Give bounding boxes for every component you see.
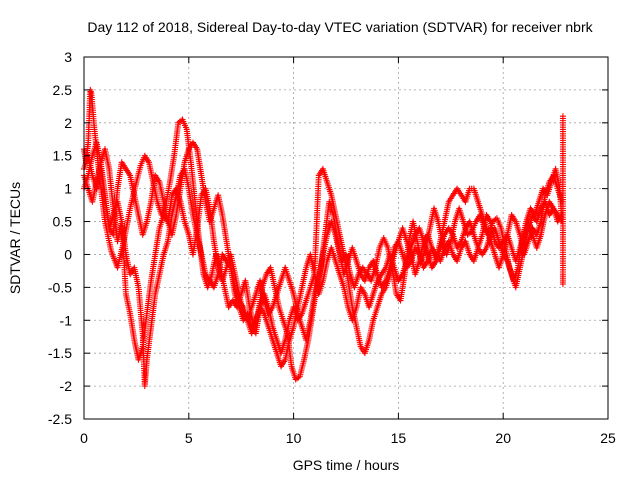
series-track-4 [81,146,565,390]
x-tick-label: 5 [185,430,193,446]
x-tick-label: 20 [495,430,511,446]
plot-frame [83,56,609,420]
y-axis-ticks: -2.5 -2 -1.5 -1 -0.5 0 0.5 1 1.5 2 2.5 3 [48,49,608,427]
y-tick-label: 2.5 [53,82,73,98]
x-axis-ticks: 0 5 10 15 20 25 [80,57,616,446]
series-end-spike [559,113,566,288]
y-tick-label: -2.5 [48,411,72,427]
y-tick-label: -1.5 [48,345,72,361]
x-tick-label: 10 [286,430,302,446]
data-points [81,86,566,390]
y-tick-label: 2 [64,115,72,131]
x-tick-label: 0 [80,430,88,446]
y-tick-label: 1 [64,181,72,197]
x-axis-label: GPS time / hours [293,457,400,473]
x-tick-label: 25 [600,430,616,446]
chart-title: Day 112 of 2018, Sidereal Day-to-day VTE… [87,19,593,35]
y-axis-label: SDTVAR / TECUs [7,182,23,294]
y-tick-label: 0 [64,246,72,262]
y-tick-label: 3 [64,49,72,65]
data-point [295,374,302,381]
y-tick-label: -2 [60,378,73,394]
y-tick-label: -1 [60,312,73,328]
y-tick-label: 1.5 [53,148,73,164]
y-tick-label: -0.5 [48,279,72,295]
y-tick-label: 0.5 [53,214,73,230]
data-point [559,281,566,288]
x-tick-label: 15 [391,430,407,446]
